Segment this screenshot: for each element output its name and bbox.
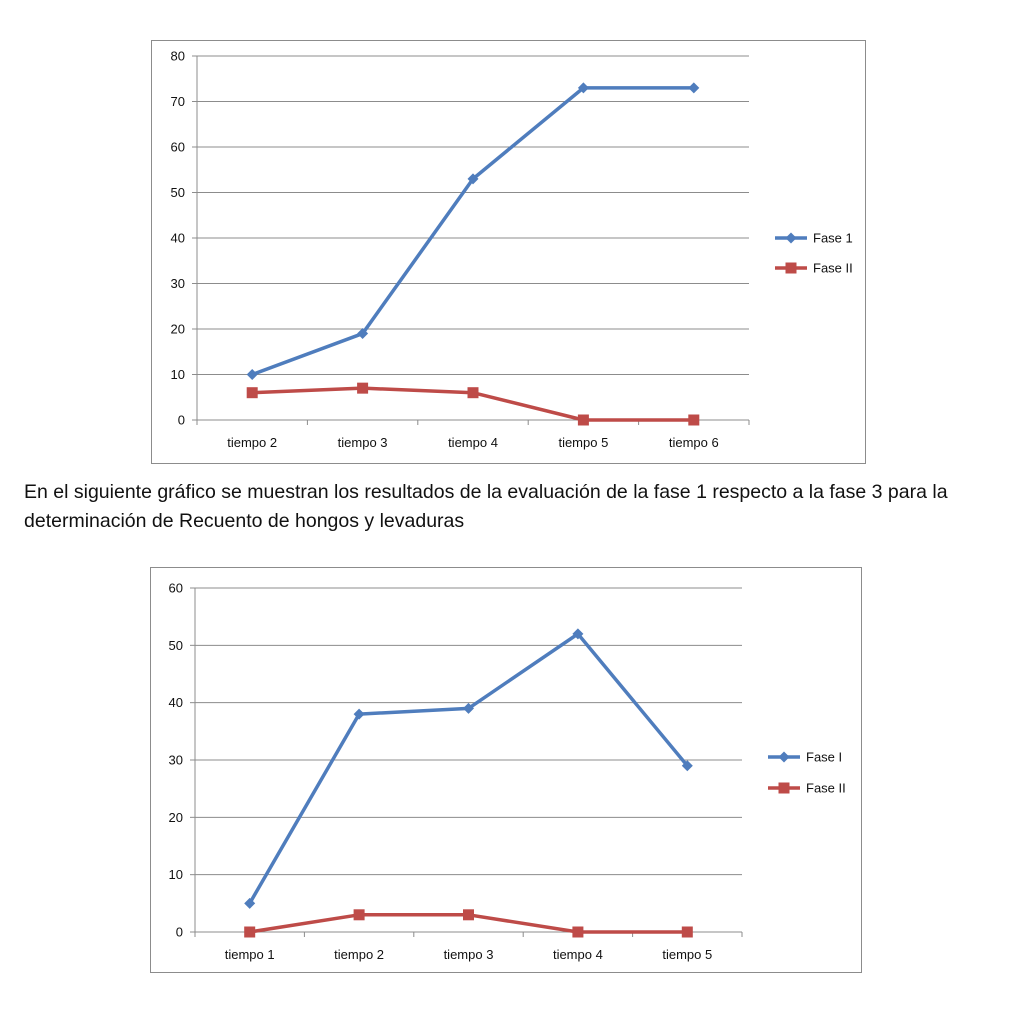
chart-1-series-2-point (577, 414, 589, 426)
chart-1-y-tick-label: 50 (171, 185, 185, 200)
chart-1-y-tick-label: 40 (171, 231, 185, 246)
chart-1-series-1-point (467, 173, 479, 185)
chart-2: 0 10 20 30 40 50 60 tiempo 1 tiempo 2 tiempo 3 tie… (150, 567, 862, 973)
chart-2-svg: 0 10 20 30 40 50 60 tiempo 1 tiempo 2 tiempo 3 tie… (169, 581, 846, 963)
chart-1-legend-label-1: Fase 1 (813, 231, 853, 246)
chart-1-series-line-1 (251, 86, 694, 377)
chart-1-x-tick-label: tiempo 4 (448, 435, 498, 450)
chart-1-legend-marker-1 (785, 232, 797, 244)
chart-1-legend-marker-2 (785, 262, 797, 274)
chart-2-series-1-point (244, 897, 256, 909)
chart-1-series-2-point (246, 387, 258, 399)
chart-2-series-2-point (353, 909, 365, 921)
chart-1-y-tick-label: 60 (171, 140, 185, 155)
chart-1-series-1-point (246, 369, 258, 380)
chart-1-y-tick-label: 30 (171, 276, 185, 291)
chart-1-series-1-point (688, 82, 700, 94)
chart-1-series-2-point (467, 387, 479, 399)
chart-2-series-1-point (572, 628, 584, 640)
chart-2-legend-marker-1 (778, 751, 790, 763)
chart-1-series-1-point (357, 328, 369, 340)
chart-2-series-2-point (572, 926, 584, 938)
chart-caption: En el siguiente gráfico se muestran los … (24, 481, 948, 532)
chart-2-series-1-point (681, 760, 693, 772)
chart-1-legend-label-2: Fase II (813, 261, 853, 276)
chart-2-x-tick-label: tiempo 2 (334, 947, 384, 962)
chart-1-y-tick-label: 10 (171, 367, 185, 382)
chart-1-x-tick-label: tiempo 2 (227, 435, 277, 450)
chart-2-x-tick-label: tiempo 5 (662, 947, 712, 962)
chart-2-series-2-point (681, 926, 693, 938)
chart-2-x-tick-label: tiempo 3 (444, 947, 494, 962)
chart-2-y-tick-label: 0 (176, 925, 183, 940)
chart-2-series-1-point (353, 708, 365, 720)
chart-2-series-line-1 (248, 632, 689, 905)
chart-2-y-tick-label: 30 (169, 753, 183, 768)
chart-2-legend-label-2: Fase II (806, 781, 846, 796)
chart-1-series-2-point (357, 382, 369, 394)
chart-2-y-tick-label: 60 (169, 581, 183, 596)
chart-2-y-tick-label: 40 (169, 695, 183, 710)
chart-2-y-tick-label: 20 (169, 810, 183, 825)
chart-1-series-1-point (577, 82, 589, 94)
chart-1-svg: 0 10 20 30 40 50 60 70 80 tiempo 2 tiempo 3 tiempo … (171, 49, 853, 451)
chart-2-series-2-point (244, 926, 256, 938)
chart-1-y-tick-label: 20 (171, 322, 185, 337)
chart-1-x-tick-label: tiempo 3 (338, 435, 388, 450)
chart-2-y-tick-label: 50 (169, 638, 183, 653)
chart-2-legend-marker-2 (778, 782, 790, 794)
chart-2-series-1-point (463, 702, 474, 714)
chart-1-y-tick-label: 80 (171, 49, 185, 64)
chart-1-y-tick-label: 70 (171, 94, 185, 109)
chart-2-x-tick-label: tiempo 1 (225, 947, 275, 962)
chart-2-x-tick-label: tiempo 4 (553, 947, 603, 962)
chart-1: 0 10 20 30 40 50 60 70 80 tiempo 2 tiempo 3 tiempo … (151, 40, 866, 464)
chart-1-series-2-point (688, 414, 700, 426)
chart-1-x-tick-label: tiempo 6 (669, 435, 719, 450)
chart-1-x-tick-label: tiempo 5 (558, 435, 608, 450)
chart-2-series-2-point (463, 909, 474, 921)
chart-2-legend-label-1: Fase I (806, 750, 842, 765)
chart-2-y-tick-label: 10 (169, 867, 183, 882)
chart-1-y-tick-label: 0 (178, 413, 185, 428)
